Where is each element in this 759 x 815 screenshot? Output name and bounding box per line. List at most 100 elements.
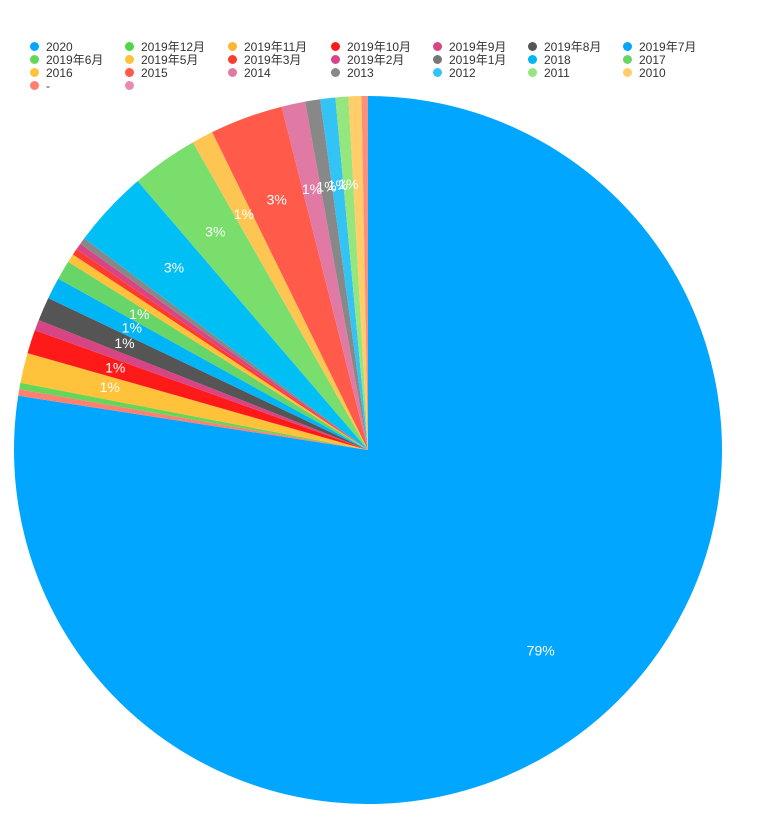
- legend-item[interactable]: 2019年11月: [228, 40, 308, 54]
- slice-data-label: 1%: [129, 306, 149, 322]
- slice-data-label: 1%: [100, 379, 120, 395]
- legend-item[interactable]: 2019年3月: [228, 53, 302, 67]
- legend-swatch: [331, 55, 340, 64]
- legend-swatch: [623, 68, 632, 77]
- legend-swatch: [528, 42, 537, 51]
- slice-data-label: 1%: [114, 335, 134, 351]
- slice-data-label: 1%: [328, 177, 348, 193]
- pie-slice[interactable]: [192, 132, 368, 450]
- legend-label: 2020: [46, 39, 73, 54]
- legend-swatch: [125, 42, 134, 51]
- pie-slice[interactable]: [348, 96, 368, 450]
- slice-data-label: 3%: [205, 224, 225, 240]
- legend-swatch: [528, 68, 537, 77]
- legend-label: 2011: [544, 65, 570, 80]
- pie-slice[interactable]: [212, 106, 368, 450]
- pie-slice[interactable]: [320, 97, 368, 450]
- legend-swatch: [331, 68, 340, 77]
- pie-slice[interactable]: [34, 320, 368, 450]
- legend-item[interactable]: 2019年6月: [30, 53, 103, 67]
- legend-swatch: [30, 68, 39, 77]
- legend-item[interactable]: 2013: [331, 65, 374, 80]
- pie-slice[interactable]: [14, 96, 723, 804]
- slice-data-label: 1%: [105, 359, 125, 375]
- legend-item[interactable]: 2017: [623, 52, 666, 67]
- pie-slice[interactable]: [84, 181, 368, 451]
- legend-swatch: [228, 42, 237, 51]
- legend-item[interactable]: 2012: [433, 65, 476, 80]
- pie-slice[interactable]: [361, 96, 368, 450]
- legend-item[interactable]: 2016: [30, 65, 73, 80]
- pie-slice[interactable]: [80, 238, 368, 450]
- legend-item[interactable]: 2019年8月: [528, 40, 601, 54]
- legend-label: 2019年7月: [639, 40, 697, 54]
- legend-item[interactable]: -: [30, 78, 50, 93]
- legend-label: 2017: [639, 52, 666, 67]
- slice-data-label: 1%: [338, 176, 358, 192]
- legend-label: 2019年9月: [449, 40, 507, 54]
- pie-slice[interactable]: [38, 298, 368, 450]
- legend-item[interactable]: [125, 79, 141, 92]
- pie-slice[interactable]: [58, 261, 369, 450]
- legend-swatch: [623, 55, 632, 64]
- slice-data-label: 1%: [122, 319, 142, 335]
- pie-slice[interactable]: [281, 101, 368, 450]
- legend-swatch: [433, 55, 442, 64]
- legend-swatch: [125, 68, 134, 77]
- slice-data-label: 1%: [316, 179, 336, 195]
- legend-item[interactable]: 2019年7月: [623, 40, 697, 54]
- legend-label: 2018: [544, 52, 571, 67]
- legend-item[interactable]: 2019年1月: [433, 53, 507, 67]
- legend-item[interactable]: 2019年10月: [331, 40, 412, 54]
- legend-swatch: [125, 55, 134, 64]
- legend-swatch: [30, 81, 39, 90]
- legend-item[interactable]: 2019年2月: [331, 53, 405, 67]
- pie-slice[interactable]: [48, 278, 368, 450]
- legend-label: 2019年10月: [347, 40, 412, 54]
- legend-label: 2019年2月: [347, 53, 405, 67]
- legend-swatch: [30, 55, 39, 64]
- legend-swatch: [30, 42, 39, 51]
- legend-label: 2010: [639, 65, 666, 80]
- slice-data-label: 1%: [234, 206, 254, 222]
- slice-data-label: 1%: [302, 181, 322, 197]
- pie-slice[interactable]: [305, 99, 368, 450]
- legend-label: 2019年12月: [141, 40, 206, 54]
- legend-item[interactable]: 2011: [528, 65, 570, 80]
- legend-item[interactable]: 2019年12月: [125, 40, 206, 54]
- legend-swatch: [528, 55, 537, 64]
- pie-slice[interactable]: [20, 353, 369, 450]
- legend-swatch: [228, 55, 237, 64]
- legend-label: 2019年11月: [244, 40, 308, 54]
- legend-item[interactable]: 2010: [623, 65, 666, 80]
- legend-item[interactable]: 2015: [125, 66, 168, 80]
- legend-swatch: [623, 42, 632, 51]
- legend-item[interactable]: 2014: [228, 65, 271, 80]
- legend-label: -: [46, 78, 50, 93]
- legend-label: 2019年5月: [141, 53, 199, 67]
- legend-label: 2013: [347, 65, 374, 80]
- pie-slice[interactable]: [72, 249, 369, 450]
- pie-slices: [14, 96, 723, 804]
- legend-item[interactable]: 2018: [528, 52, 571, 67]
- pie-slice[interactable]: [137, 142, 368, 450]
- legend-swatch: [331, 42, 340, 51]
- pie-slice[interactable]: [27, 330, 368, 450]
- legend-label: 2014: [244, 65, 271, 80]
- legend-item[interactable]: 2020: [30, 39, 73, 54]
- pie-slice[interactable]: [19, 382, 368, 450]
- legend-label: 2012: [449, 65, 476, 80]
- pie-slice[interactable]: [76, 243, 368, 450]
- legend-swatch: [125, 81, 134, 90]
- legend-label: 2019年3月: [244, 53, 302, 67]
- legend-item[interactable]: 2019年5月: [125, 53, 199, 67]
- legend-label: 2019年1月: [449, 53, 507, 67]
- slice-data-label: 3%: [164, 259, 184, 275]
- pie-slice[interactable]: [18, 389, 368, 450]
- legend-label: 2016: [46, 65, 73, 80]
- pie-slice[interactable]: [335, 96, 368, 450]
- legend-item[interactable]: 2019年9月: [433, 40, 507, 54]
- pie-slice[interactable]: [68, 254, 369, 450]
- slice-data-label: 3%: [267, 191, 287, 207]
